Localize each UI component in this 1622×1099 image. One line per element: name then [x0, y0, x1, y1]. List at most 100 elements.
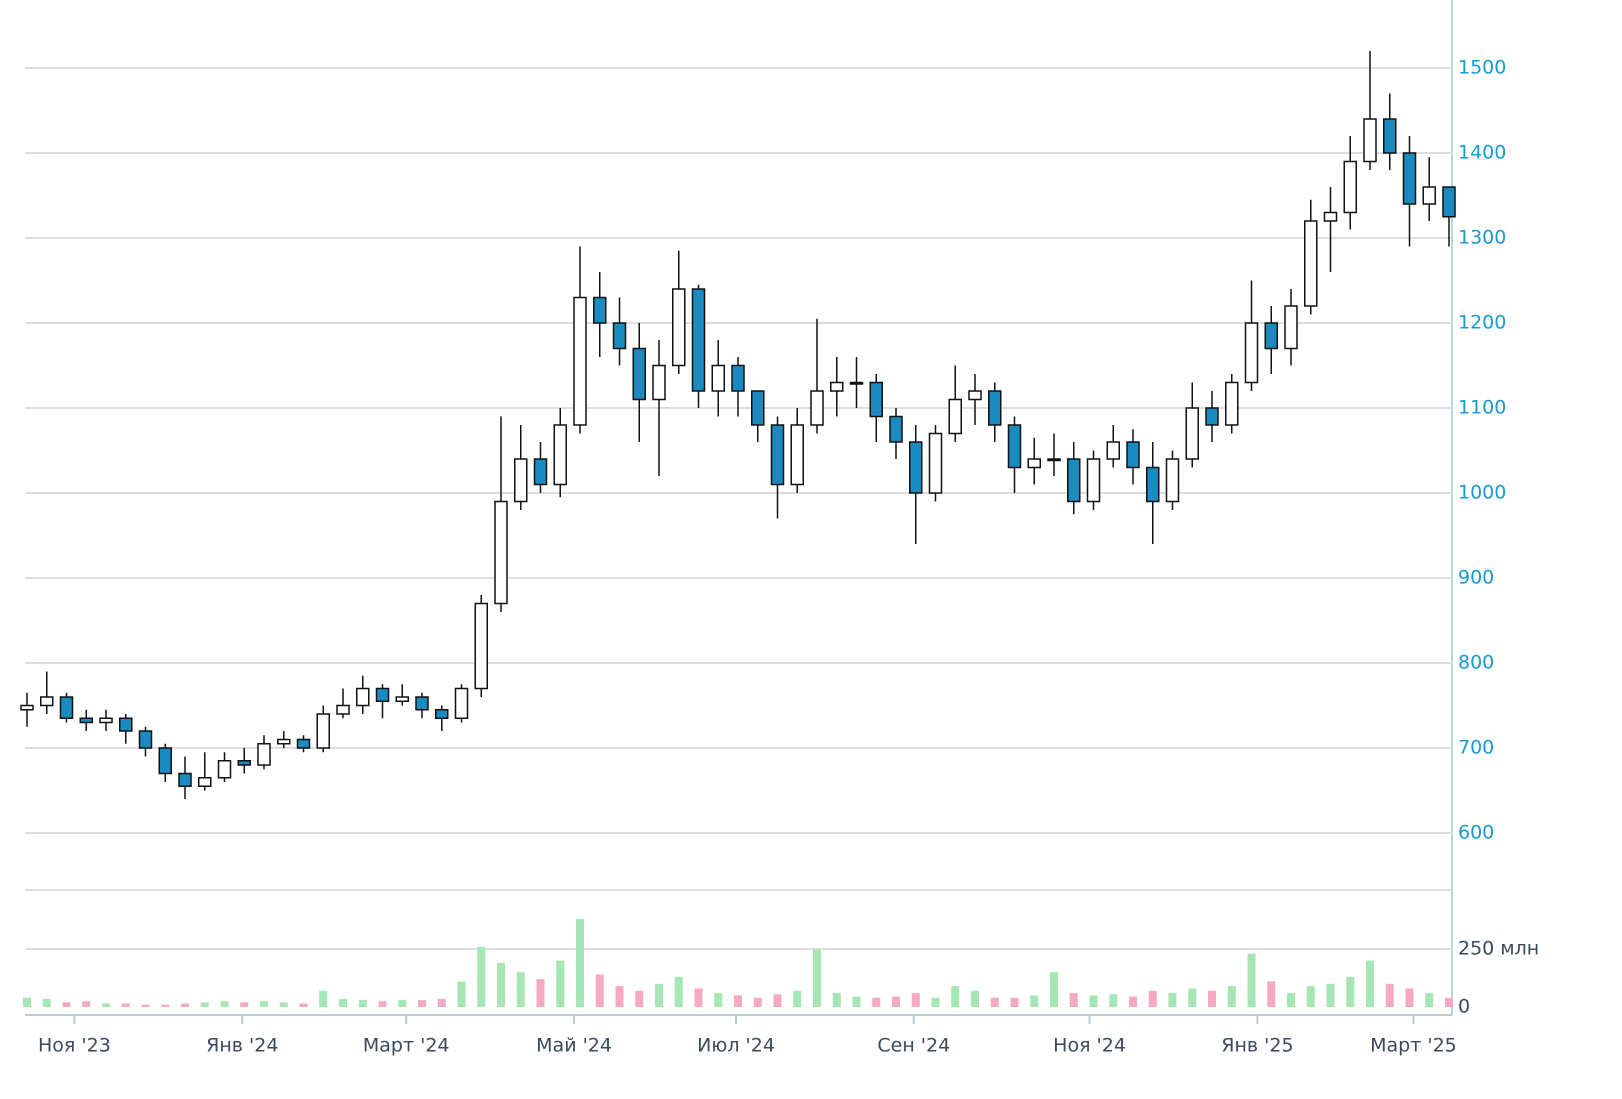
- candle-body: [1343, 160, 1357, 214]
- candle-body: [1442, 186, 1456, 218]
- volume-bar: [931, 997, 940, 1007]
- candle-body: [1007, 424, 1022, 469]
- volume-bar: [1030, 995, 1039, 1007]
- volume-bar: [1010, 997, 1019, 1007]
- volume-bar: [299, 1003, 308, 1007]
- volume-bar: [1069, 993, 1078, 1007]
- volume-bar: [1247, 953, 1256, 1007]
- volume-bar: [1188, 988, 1197, 1007]
- volume-bar: [477, 946, 486, 1007]
- candle-body: [237, 760, 251, 766]
- candle-body: [1126, 441, 1140, 469]
- volume-bar: [753, 997, 762, 1007]
- volume-bar: [260, 1001, 268, 1007]
- volume-bar: [576, 918, 584, 1007]
- volume-bar: [418, 1000, 426, 1007]
- y-tick-label: 1200: [1458, 312, 1506, 334]
- volume-bar: [793, 990, 802, 1007]
- candle-body: [217, 760, 232, 779]
- volume-bar: [457, 981, 466, 1007]
- candle-body: [909, 441, 923, 494]
- x-tick-label: Янв '25: [1221, 1035, 1293, 1057]
- candle-body: [1264, 322, 1278, 350]
- candle-body: [1304, 220, 1318, 307]
- y-tick-label: 1500: [1458, 57, 1506, 79]
- candle-body: [988, 390, 1002, 426]
- y-tick-label: 0: [1458, 996, 1470, 1018]
- volume-bar: [220, 1001, 229, 1007]
- candle-body: [711, 364, 725, 392]
- x-tick-label: Янв '24: [206, 1035, 278, 1057]
- y-tick-label: 1400: [1458, 142, 1506, 164]
- candle-body: [928, 432, 943, 494]
- volume-bar: [1326, 983, 1335, 1007]
- candle-body: [257, 743, 271, 766]
- y-tick-label: 1300: [1458, 227, 1506, 249]
- candle-body: [632, 347, 646, 401]
- candle-body: [869, 381, 883, 418]
- volume-bar: [437, 998, 446, 1007]
- volume-bar: [23, 997, 31, 1007]
- candle-body: [830, 381, 844, 392]
- volume-bar: [1109, 994, 1118, 1007]
- candle-body: [198, 777, 212, 787]
- volume-bar: [773, 994, 782, 1007]
- candle-body: [553, 424, 567, 486]
- volume-bar: [990, 997, 999, 1007]
- candle-body: [1067, 458, 1081, 503]
- volume-bar: [1366, 960, 1374, 1007]
- candle-body: [652, 364, 666, 401]
- volume-bar: [319, 990, 328, 1007]
- candle-body: [336, 704, 350, 715]
- candle-body: [1185, 407, 1199, 460]
- candle-body: [178, 772, 192, 787]
- volume-bar: [1385, 983, 1394, 1007]
- candle-body: [296, 738, 311, 749]
- volume-bar: [161, 1004, 170, 1007]
- y-tick-label: 800: [1458, 652, 1494, 674]
- candle-body: [375, 687, 390, 702]
- candle-body: [731, 364, 745, 392]
- volume-bar: [279, 1002, 288, 1007]
- candle-body: [277, 738, 291, 745]
- volume-bar: [181, 1003, 189, 1007]
- y-tick-label: 1100: [1458, 397, 1506, 419]
- candle-body: [691, 288, 706, 392]
- volume-bar: [339, 998, 347, 1007]
- candle-body: [1086, 458, 1101, 503]
- volume-bar: [1168, 993, 1177, 1007]
- volume-bar: [1227, 986, 1236, 1007]
- volume-bar: [516, 972, 525, 1007]
- y-tick-label: 250 млн: [1458, 938, 1539, 960]
- x-tick-label: Май '24: [536, 1035, 612, 1057]
- candle-body: [356, 687, 370, 707]
- candle-body: [1244, 322, 1259, 384]
- candle-body: [1027, 458, 1041, 469]
- x-tick-label: Ноя '24: [1053, 1035, 1126, 1057]
- candle-body: [770, 424, 785, 486]
- candle-body: [1146, 466, 1160, 503]
- volume-bar: [497, 962, 505, 1007]
- volume-bar: [734, 995, 742, 1007]
- candle-body: [1402, 152, 1417, 205]
- candle-body: [454, 687, 469, 719]
- candle-body: [1047, 458, 1061, 462]
- volume-bar: [1287, 993, 1295, 1007]
- volume-bar: [813, 949, 821, 1007]
- candle-body: [435, 709, 449, 719]
- candle-body: [751, 390, 765, 426]
- volume-bar: [102, 1003, 110, 1007]
- volume-bar: [358, 1000, 367, 1007]
- volume-bar: [832, 993, 841, 1007]
- candle-body: [612, 322, 627, 350]
- volume-bar: [62, 1002, 71, 1007]
- candle-body: [474, 602, 488, 690]
- volume-bar: [635, 990, 644, 1007]
- volume-bar: [1089, 995, 1098, 1007]
- x-tick-label: Ноя '23: [38, 1035, 111, 1057]
- x-tick-label: Сен '24: [877, 1035, 950, 1057]
- candle-body: [948, 398, 962, 435]
- candle-body: [59, 696, 74, 719]
- candle-body: [1225, 381, 1239, 426]
- candle-body: [20, 704, 34, 711]
